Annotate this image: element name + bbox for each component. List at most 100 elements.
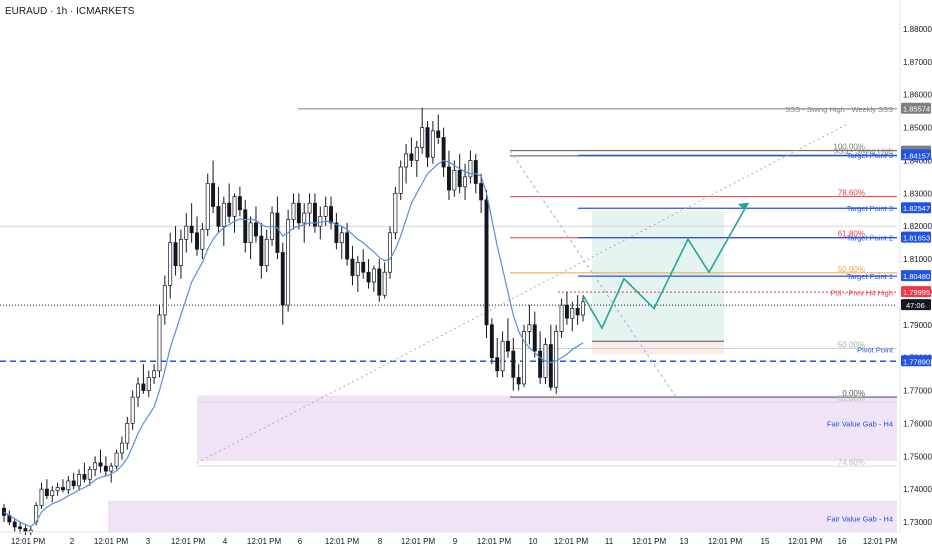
price-badge-label: 1.77890 (903, 357, 930, 366)
fvg-label: Fair Value Gab - H4 (827, 515, 893, 524)
candle-body (55, 487, 60, 492)
candle-body (500, 340, 505, 372)
x-tick-label: 12:01 PM (401, 537, 436, 546)
price-badge-label: 1.79995 (903, 288, 930, 297)
x-tick-label: 12:01 PM (247, 537, 282, 546)
fib-label: 50.00% (838, 340, 865, 349)
fib-trendline (196, 123, 848, 464)
candle-body (162, 285, 167, 316)
x-tick-label: 4 (223, 537, 228, 546)
candle-body (152, 370, 157, 378)
candle-body (98, 462, 103, 467)
candle-body (522, 331, 526, 385)
candle-body (157, 314, 162, 372)
x-tick-label: 12:01 PM (863, 537, 898, 546)
price-badge (901, 270, 931, 282)
candle-body (436, 130, 441, 138)
candle-body (414, 146, 419, 161)
fvg-zone (197, 395, 897, 461)
candle-body (377, 268, 382, 296)
candle-body (570, 308, 575, 319)
y-tick-label: 1.75000 (903, 452, 932, 461)
x-tick-label: 12:01 PM (94, 537, 129, 546)
projection-path (582, 202, 749, 330)
candle-body (302, 212, 307, 224)
candle-body (87, 469, 92, 480)
candle-body (312, 202, 317, 227)
fvg-label: Fair Value Gab - H4 (827, 419, 893, 428)
candle-body (44, 488, 49, 497)
x-tick-label: 10 (529, 537, 538, 546)
candle-body (146, 377, 151, 391)
candle-body (114, 452, 119, 467)
candle-body (119, 442, 124, 454)
candle-body (82, 473, 87, 480)
x-tick-label: 9 (453, 537, 458, 546)
candle-body (409, 153, 414, 161)
x-tick-label: 12:01 PM (477, 537, 512, 546)
candle-body (457, 169, 462, 188)
y-tick-label: 1.87000 (903, 58, 932, 67)
candle-body (93, 462, 98, 470)
candle-body (382, 271, 387, 296)
candle-body (130, 396, 135, 424)
x-tick-label: 13 (680, 537, 689, 546)
sss-weekly-label: SSS - Swing High - Weekly SSS (785, 105, 893, 114)
candle-body (441, 137, 446, 168)
overlay-layer: SSS - Swing High - Weekly SSS SSS - Swing… (3, 105, 894, 528)
chart-title: EURAUD · 1h · ICMARKETS (5, 6, 135, 17)
candle-body (527, 324, 532, 332)
x-tick-label: 12:01 PM (325, 537, 360, 546)
candle-body (420, 127, 425, 148)
candle-body (23, 528, 28, 533)
candle-body (275, 212, 280, 253)
fib-label: 61.80% (838, 230, 865, 239)
candle-body (575, 308, 580, 316)
candle-body (71, 480, 76, 487)
candle-body (243, 209, 248, 243)
candle-body (211, 183, 216, 207)
price-axis[interactable]: 1.88000 1.87000 1.86000 1.85000 1.84000 1.830… (899, 0, 932, 550)
price-badge (901, 355, 931, 367)
candle-body (248, 222, 253, 243)
y-tick-label: 1.88000 (903, 25, 932, 34)
candle-body (141, 383, 146, 391)
x-tick-label: 8 (378, 537, 383, 546)
price-badge-label: 1.81653 (903, 234, 930, 243)
candle-body (259, 235, 264, 266)
candle-body (178, 238, 183, 266)
fib-label: 50.00% (838, 265, 865, 274)
price-badge (901, 149, 931, 161)
candle-body (334, 222, 339, 243)
candle-body (452, 169, 457, 191)
candle-body (559, 304, 564, 332)
x-tick-label: 6 (298, 537, 303, 546)
candle-body (355, 262, 360, 276)
price-badge-label: 1.80480 (903, 272, 930, 281)
candle-body (216, 206, 221, 227)
pivot-label: Pivot Point (857, 345, 894, 354)
price-badge (901, 202, 931, 214)
fib-label: 78.60% (838, 189, 865, 198)
candle-body (345, 232, 350, 260)
candle-body (136, 383, 140, 398)
candle-body (189, 225, 194, 234)
candle-body (318, 215, 323, 227)
x-tick-label: 2 (70, 537, 75, 546)
candle-body (61, 487, 65, 491)
candle-body (232, 196, 237, 217)
candle-body (398, 166, 403, 194)
zones-layer (108, 211, 897, 532)
candle-body (50, 490, 55, 497)
candle-body (430, 130, 435, 158)
candle-body (479, 183, 484, 201)
time-axis[interactable]: 12:01 PM 2 12:01 PM 3 12:01 PM 4 12:01 PM 6 12:0… (0, 531, 900, 546)
candle-body (168, 242, 173, 286)
target-3b-label: Target Point 3 (847, 204, 893, 213)
fib-label: 61.80% (838, 394, 865, 403)
candle-body (227, 202, 232, 217)
y-tick-label: 1.85000 (903, 124, 932, 133)
x-tick-label: 12:01 PM (554, 537, 589, 546)
